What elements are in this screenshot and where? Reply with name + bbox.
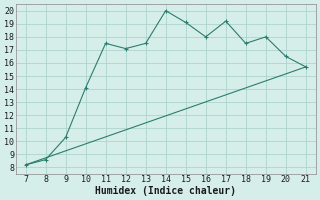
X-axis label: Humidex (Indice chaleur): Humidex (Indice chaleur) — [95, 186, 236, 196]
